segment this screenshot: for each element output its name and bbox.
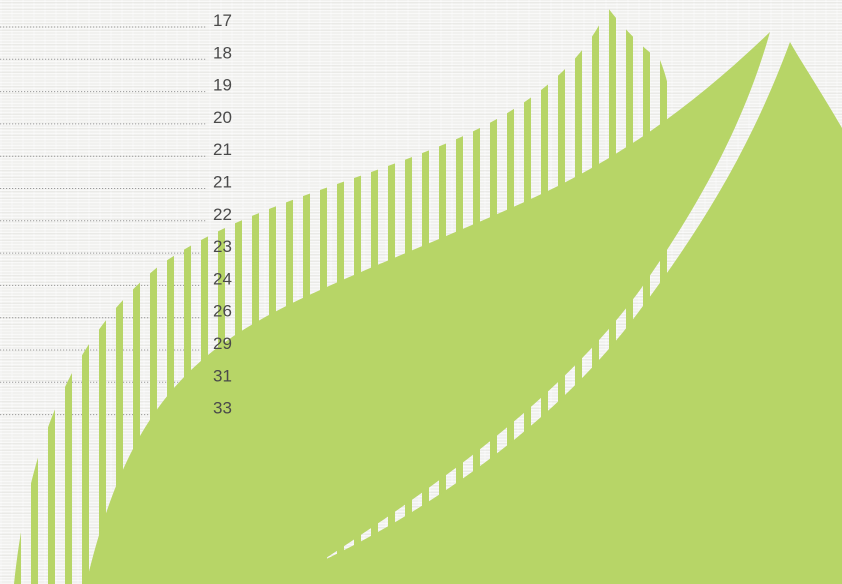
value-label: 22	[213, 205, 232, 224]
stripe	[218, 8, 225, 584]
value-label: 29	[213, 334, 232, 353]
value-label: 21	[213, 173, 232, 192]
stripe	[82, 8, 89, 584]
stripe	[65, 8, 72, 584]
value-label: 21	[213, 140, 232, 159]
value-label: 20	[213, 108, 232, 127]
value-label: 24	[213, 269, 232, 288]
stripe	[201, 8, 208, 584]
stripe	[133, 8, 140, 584]
stripe	[167, 8, 174, 584]
value-labels: 17 18 19 20 21 21 22 23 24 26 29 31 33	[213, 11, 232, 418]
value-label: 31	[213, 366, 232, 385]
stripe	[184, 8, 191, 584]
value-label: 33	[213, 399, 232, 418]
stripe	[31, 8, 38, 584]
stripe	[252, 8, 259, 584]
stripe	[48, 8, 55, 584]
stripe	[150, 8, 157, 584]
stripe	[14, 8, 21, 584]
leaf-shape	[86, 32, 842, 584]
stripe	[99, 8, 106, 584]
stripe	[286, 8, 293, 584]
value-label: 17	[213, 11, 232, 30]
stripe	[235, 8, 242, 584]
stripe	[303, 8, 310, 584]
stripe	[643, 8, 650, 584]
value-label: 18	[213, 43, 232, 62]
stripe	[269, 8, 276, 584]
value-label: 19	[213, 76, 232, 95]
value-label: 23	[213, 237, 232, 256]
value-label: 26	[213, 302, 232, 321]
